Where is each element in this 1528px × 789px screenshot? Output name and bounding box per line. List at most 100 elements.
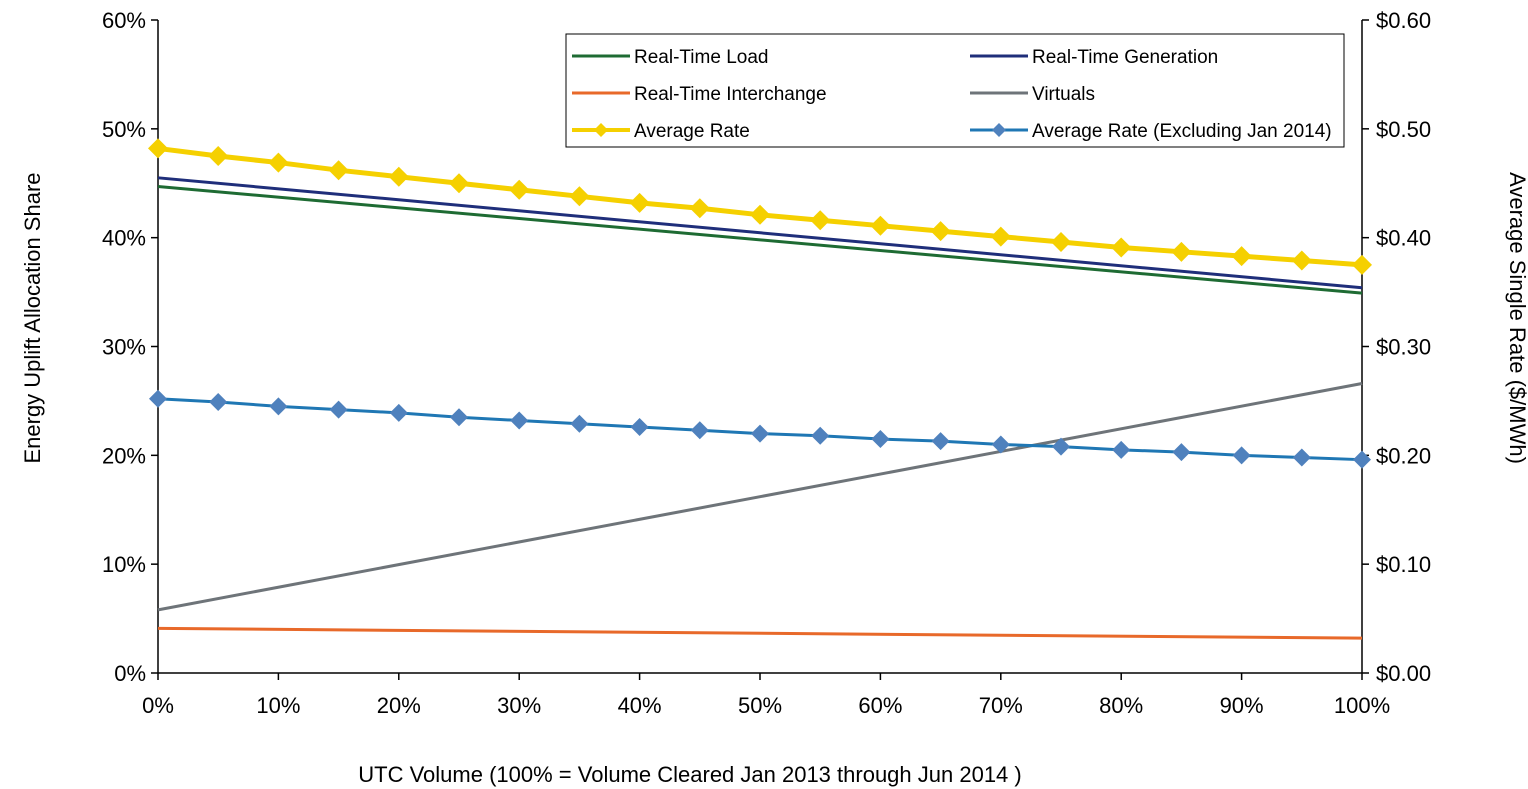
data-point-average-rate-excluding-jan-2014 [1112, 440, 1131, 459]
data-point-average-rate [1171, 241, 1192, 262]
y-right-tick-label: $0.30 [1376, 335, 1431, 360]
y-right-tick-label: $0.50 [1376, 117, 1431, 142]
series-real-time-interchange [157, 626, 1363, 640]
series-line-virtuals [157, 382, 1363, 612]
legend-box [565, 33, 1345, 148]
series-real-time-load [157, 185, 1363, 295]
data-point-average-rate-excluding-jan-2014 [1292, 448, 1311, 467]
series-layer [148, 138, 1372, 640]
data-point-average-rate-excluding-jan-2014 [329, 400, 348, 419]
legend-entry-average-rate-excluding-jan-2014: Average Rate (Excluding Jan 2014) [970, 121, 1332, 142]
data-point-average-rate [930, 221, 951, 242]
data-point-average-rate-excluding-jan-2014 [690, 421, 709, 440]
data-point-average-rate [1291, 250, 1312, 271]
x-tick-label: 100% [1334, 693, 1390, 718]
axes-group: 0% 10% 20% 30% 40% 50% 60% 70% 80% 90% 100% 0% 10% 20… [102, 8, 1431, 718]
data-point-average-rate-excluding-jan-2014 [811, 426, 830, 445]
legend-entry-real-time-load: Real-Time Load [572, 47, 768, 68]
data-point-average-rate-excluding-jan-2014 [450, 408, 468, 427]
data-point-average-rate-excluding-jan-2014 [149, 389, 167, 408]
x-tick-label: 20% [377, 693, 421, 718]
y-left-tick-label: 10% [102, 552, 146, 577]
x-tick-label: 0% [142, 693, 174, 718]
x-tick-label: 50% [738, 693, 782, 718]
x-tick-label: 10% [256, 693, 300, 718]
legend-label-average-rate-excluding-jan-2014: Average Rate (Excluding Jan 2014) [1032, 121, 1332, 142]
data-point-average-rate-excluding-jan-2014 [510, 411, 529, 430]
data-point-average-rate-excluding-jan-2014 [751, 424, 769, 443]
legend-entry-real-time-interchange: Real-Time Interchange [572, 84, 827, 105]
data-point-average-rate-excluding-jan-2014 [991, 435, 1010, 454]
y-right-tick-label: $0.10 [1376, 552, 1431, 577]
data-point-average-rate [148, 138, 168, 159]
legend-entry-average-rate: Average Rate [572, 121, 750, 142]
data-point-average-rate [328, 160, 349, 181]
y-left-tick-label: 30% [102, 335, 146, 360]
y-right-tick-label: $0.40 [1376, 226, 1431, 251]
data-point-average-rate [689, 198, 710, 219]
x-tick-label: 40% [618, 693, 662, 718]
legend-entry-virtuals: Virtuals [970, 84, 1095, 105]
y-left-tick-label: 20% [102, 443, 146, 468]
data-point-average-rate-excluding-jan-2014 [209, 393, 228, 412]
series-average-rate-excluding-jan-2014 [149, 389, 1371, 469]
legend-label-real-time-generation: Real-Time Generation [1032, 47, 1218, 68]
data-point-average-rate-excluding-jan-2014 [269, 397, 288, 416]
data-point-average-rate-excluding-jan-2014 [1172, 443, 1191, 462]
y-left-tick-label: 60% [102, 8, 146, 33]
data-point-average-rate [990, 226, 1011, 247]
data-point-average-rate [388, 166, 409, 187]
data-point-average-rate [208, 146, 229, 167]
data-point-average-rate [449, 173, 469, 194]
legend-label-average-rate: Average Rate [634, 121, 750, 142]
data-point-average-rate-excluding-jan-2014 [630, 418, 649, 437]
y-left-tick-label: 0% [114, 661, 146, 686]
series-line-real-time-interchange [157, 626, 1363, 640]
data-point-average-rate [1051, 232, 1071, 253]
data-point-average-rate-excluding-jan-2014 [570, 414, 589, 433]
data-point-average-rate [1111, 237, 1132, 258]
data-point-average-rate [509, 179, 530, 200]
data-point-average-rate [268, 152, 289, 173]
data-point-average-rate [870, 215, 891, 236]
data-point-average-rate [1231, 246, 1252, 267]
data-point-average-rate-excluding-jan-2014 [1232, 446, 1251, 465]
y-axis-left-label: Energy Uplift Allocation Share [20, 172, 45, 463]
data-point-average-rate [750, 204, 770, 225]
legend-label-virtuals: Virtuals [1032, 84, 1095, 105]
data-point-average-rate [569, 186, 590, 207]
x-tick-label: 70% [979, 693, 1023, 718]
y-axis-right-label: Average Single Rate ($/MWh) [1505, 172, 1528, 464]
x-tick-label: 30% [497, 693, 541, 718]
series-virtuals [157, 382, 1363, 612]
data-point-average-rate-excluding-jan-2014 [871, 430, 890, 449]
legend-marker-average-rate [594, 123, 608, 137]
y-right-tick-label: $0.20 [1376, 443, 1431, 468]
y-left-tick-label: 50% [102, 117, 146, 142]
series-line-real-time-generation [157, 176, 1363, 290]
data-point-average-rate [810, 210, 831, 231]
y-right-tick-label: $0.60 [1376, 8, 1431, 33]
legend-label-real-time-load: Real-Time Load [634, 47, 768, 68]
series-line-real-time-load [157, 185, 1363, 295]
y-left-tick-label: 40% [102, 226, 146, 251]
x-tick-label: 80% [1099, 693, 1143, 718]
series-real-time-generation [157, 176, 1363, 290]
series-average-rate [148, 138, 1372, 275]
legend-entry-real-time-generation: Real-Time Generation [970, 47, 1218, 68]
legend-label-real-time-interchange: Real-Time Interchange [634, 84, 827, 105]
legend: Real-Time Load Real-Time Generation Real-T… [565, 33, 1345, 148]
data-point-average-rate-excluding-jan-2014 [1052, 437, 1070, 456]
data-point-average-rate-excluding-jan-2014 [389, 403, 408, 422]
x-tick-label: 90% [1220, 693, 1264, 718]
y-right-tick-label: $0.00 [1376, 661, 1431, 686]
data-point-average-rate [629, 192, 650, 213]
data-point-average-rate-excluding-jan-2014 [931, 432, 950, 451]
x-axis-label: UTC Volume (100% = Volume Cleared Jan 20… [358, 762, 1021, 787]
legend-marker-average-rate-excluding-jan-2014 [992, 123, 1006, 137]
data-point-average-rate [1352, 254, 1372, 275]
x-tick-label: 60% [858, 693, 902, 718]
data-point-average-rate-excluding-jan-2014 [1353, 450, 1371, 469]
